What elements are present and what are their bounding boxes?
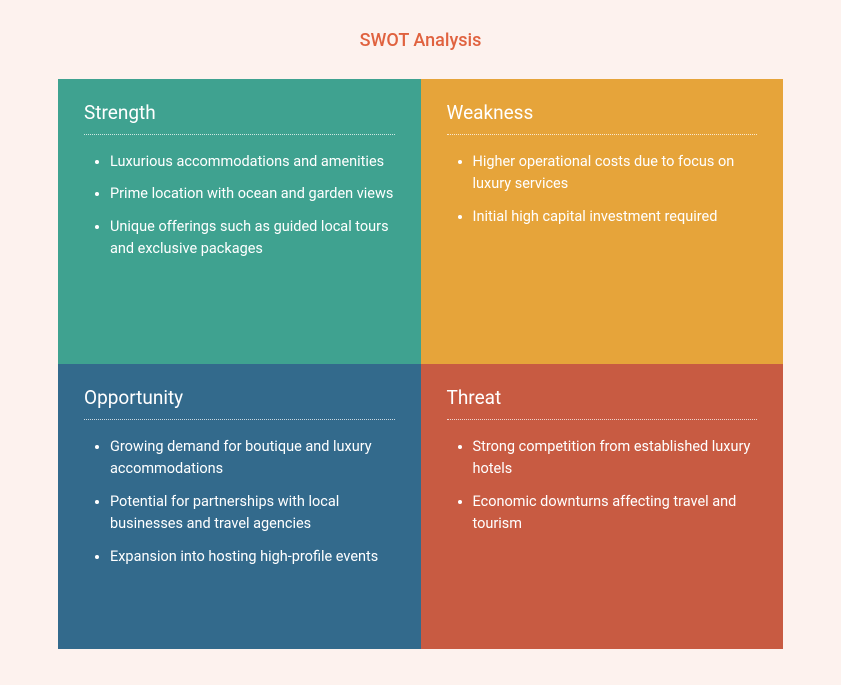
quadrant-strength: Strength Luxurious accommodations and am…	[58, 79, 421, 364]
quadrant-strength-title: Strength	[84, 101, 395, 135]
quadrant-opportunity-list: Growing demand for boutique and luxury a…	[84, 436, 395, 568]
list-item: Potential for partnerships with local bu…	[110, 491, 395, 536]
quadrant-threat-title: Threat	[447, 386, 758, 420]
swot-grid: Strength Luxurious accommodations and am…	[58, 79, 783, 649]
list-item: Expansion into hosting high-profile even…	[110, 546, 395, 568]
list-item: Initial high capital investment required	[473, 206, 758, 228]
quadrant-threat: Threat Strong competition from establish…	[421, 364, 784, 649]
quadrant-weakness: Weakness Higher operational costs due to…	[421, 79, 784, 364]
quadrant-weakness-title: Weakness	[447, 101, 758, 135]
list-item: Economic downturns affecting travel and …	[473, 491, 758, 536]
quadrant-weakness-list: Higher operational costs due to focus on…	[447, 151, 758, 228]
list-item: Strong competition from established luxu…	[473, 436, 758, 481]
quadrant-opportunity: Opportunity Growing demand for boutique …	[58, 364, 421, 649]
list-item: Growing demand for boutique and luxury a…	[110, 436, 395, 481]
list-item: Luxurious accommodations and amenities	[110, 151, 395, 173]
list-item: Higher operational costs due to focus on…	[473, 151, 758, 196]
quadrant-threat-list: Strong competition from established luxu…	[447, 436, 758, 536]
swot-title: SWOT Analysis	[58, 30, 783, 51]
quadrant-opportunity-title: Opportunity	[84, 386, 395, 420]
list-item: Unique offerings such as guided local to…	[110, 216, 395, 261]
quadrant-strength-list: Luxurious accommodations and amenities P…	[84, 151, 395, 261]
list-item: Prime location with ocean and garden vie…	[110, 183, 395, 205]
